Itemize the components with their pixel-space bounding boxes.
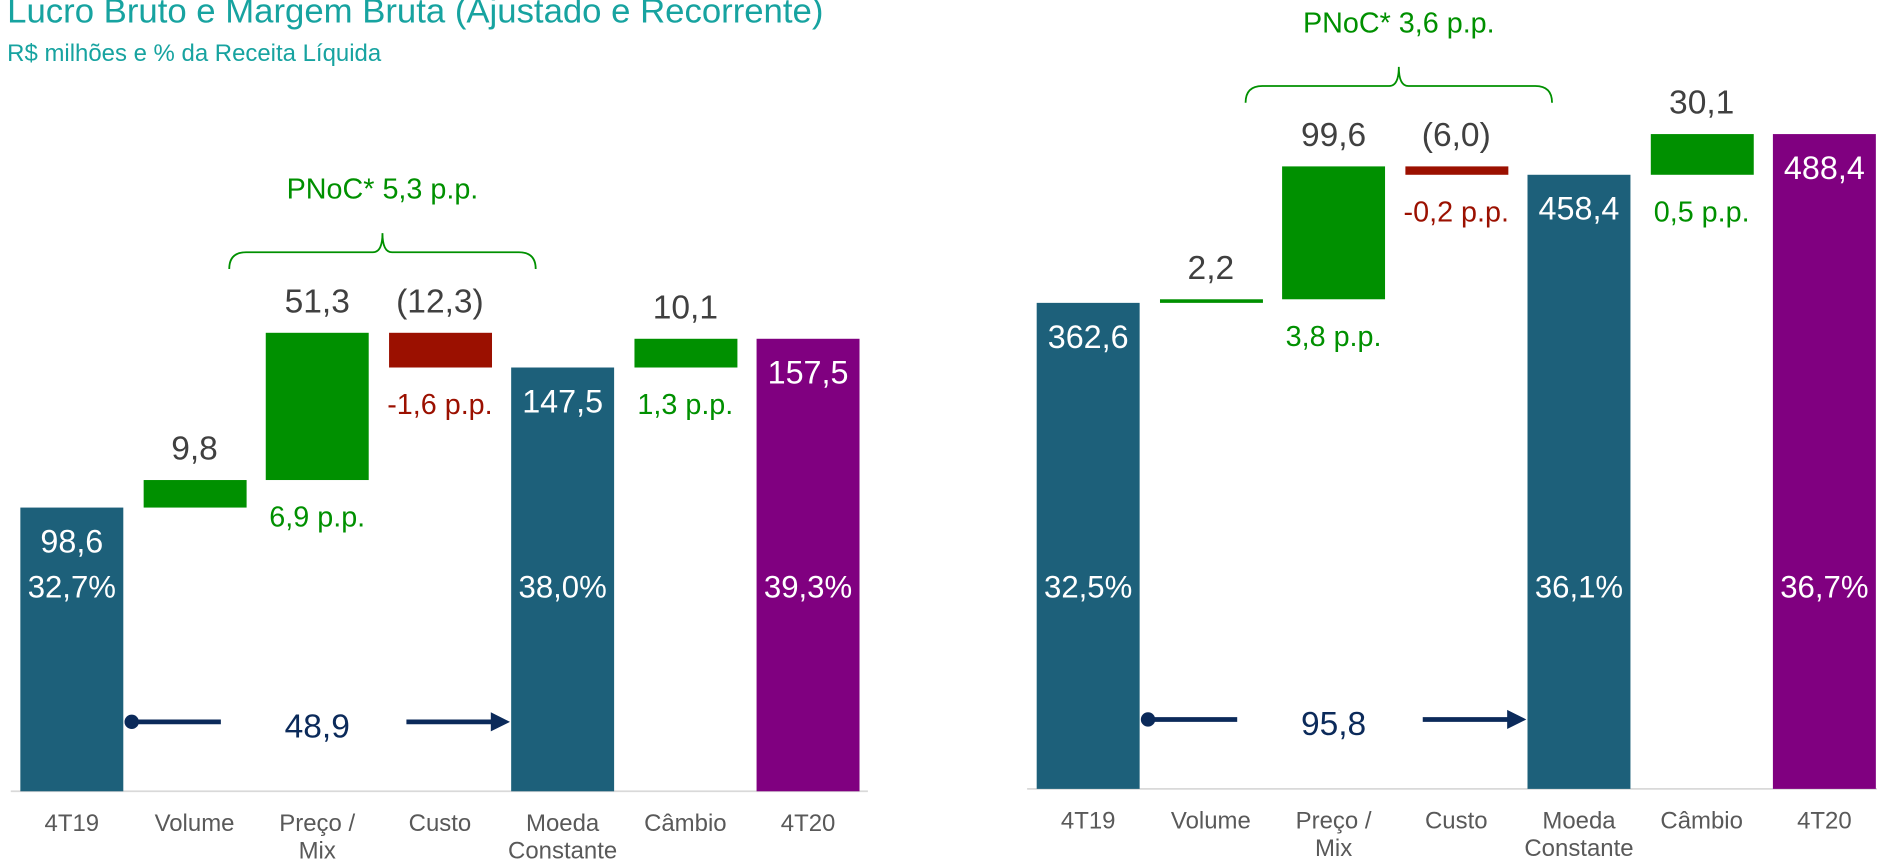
value-label: (6,0) — [1421, 115, 1491, 154]
arrow-label: 95,8 — [1300, 705, 1367, 743]
value-label: 147,5 — [522, 383, 604, 420]
bar — [1159, 299, 1263, 304]
value-label: 362,6 — [1047, 318, 1129, 355]
margin-label: 36,1% — [1534, 568, 1624, 605]
margin-label: 38,0% — [518, 568, 607, 605]
bar — [1650, 133, 1754, 175]
value-label: 2,2 — [1187, 249, 1235, 287]
value-label: 488,4 — [1783, 150, 1865, 187]
bar — [143, 479, 247, 508]
value-label: 99,6 — [1300, 115, 1367, 154]
margin-label: 39,3% — [763, 568, 853, 605]
bar — [388, 332, 492, 368]
bar — [1036, 302, 1140, 789]
x-tick-label: Preço / Mix — [279, 810, 356, 865]
value-label: 9,8 — [171, 429, 218, 467]
arrow-label: 48,9 — [284, 707, 350, 745]
margin-label: 32,7% — [27, 568, 116, 605]
arrow-head — [490, 712, 510, 732]
arrow-head — [1507, 709, 1527, 730]
x-tick-label: 4T20 — [780, 810, 836, 837]
x-tick-label: Câmbio — [644, 810, 727, 837]
bar — [633, 338, 737, 368]
bar — [1404, 166, 1508, 175]
margin-label: 32,5% — [1044, 568, 1133, 605]
bracket-label: PNoC* 3,6 p.p. — [1302, 7, 1495, 40]
bracket — [228, 233, 537, 270]
title: Lucro Bruto e Margem Bruta (Ajustado e R… — [7, 0, 824, 32]
value-label: 98,6 — [40, 524, 104, 561]
margin-label: 36,7% — [1780, 568, 1869, 605]
x-tick-label: Volume — [154, 810, 235, 837]
value-label: 30,1 — [1669, 83, 1735, 121]
value-label: 458,4 — [1538, 190, 1620, 227]
bar — [1282, 166, 1386, 300]
x-tick-label: Moeda Constante — [508, 810, 618, 865]
x-tick-label: Câmbio — [1660, 808, 1743, 835]
value-label: 10,1 — [652, 288, 718, 326]
x-tick-label: Moeda Constante — [1524, 808, 1634, 862]
bar — [756, 338, 860, 792]
x-tick-label: Custo — [408, 810, 472, 837]
value-label: 51,3 — [284, 282, 350, 320]
bar — [1772, 134, 1876, 789]
x-tick-label: Preço / Mix — [1295, 808, 1372, 862]
x-tick-label: Volume — [1170, 808, 1251, 835]
margin-label: -0,2 p.p. — [1403, 195, 1509, 229]
bar — [20, 508, 124, 792]
margin-label: 6,9 p.p. — [269, 501, 366, 534]
bracket-label: PNoC* 5,3 p.p. — [286, 173, 479, 206]
bar — [265, 332, 369, 480]
subtitle: R$ milhões e % da Receita Líquida — [7, 40, 382, 68]
margin-label: -1,6 p.p. — [387, 389, 493, 422]
value-label: (12,3) — [396, 282, 484, 320]
x-tick-label: 4T19 — [1060, 808, 1116, 835]
value-label: 157,5 — [767, 354, 849, 391]
x-tick-label: Custo — [1424, 808, 1488, 835]
x-tick-label: 4T20 — [1797, 808, 1852, 835]
margin-label: 3,8 p.p. — [1285, 321, 1382, 354]
bracket — [1244, 66, 1553, 103]
arrow-start — [124, 714, 139, 730]
margin-label: 1,3 p.p. — [637, 389, 734, 422]
x-tick-label: 4T19 — [44, 810, 100, 837]
bar — [1527, 174, 1631, 789]
margin-label: 0,5 p.p. — [1653, 195, 1750, 229]
bar — [511, 367, 615, 792]
